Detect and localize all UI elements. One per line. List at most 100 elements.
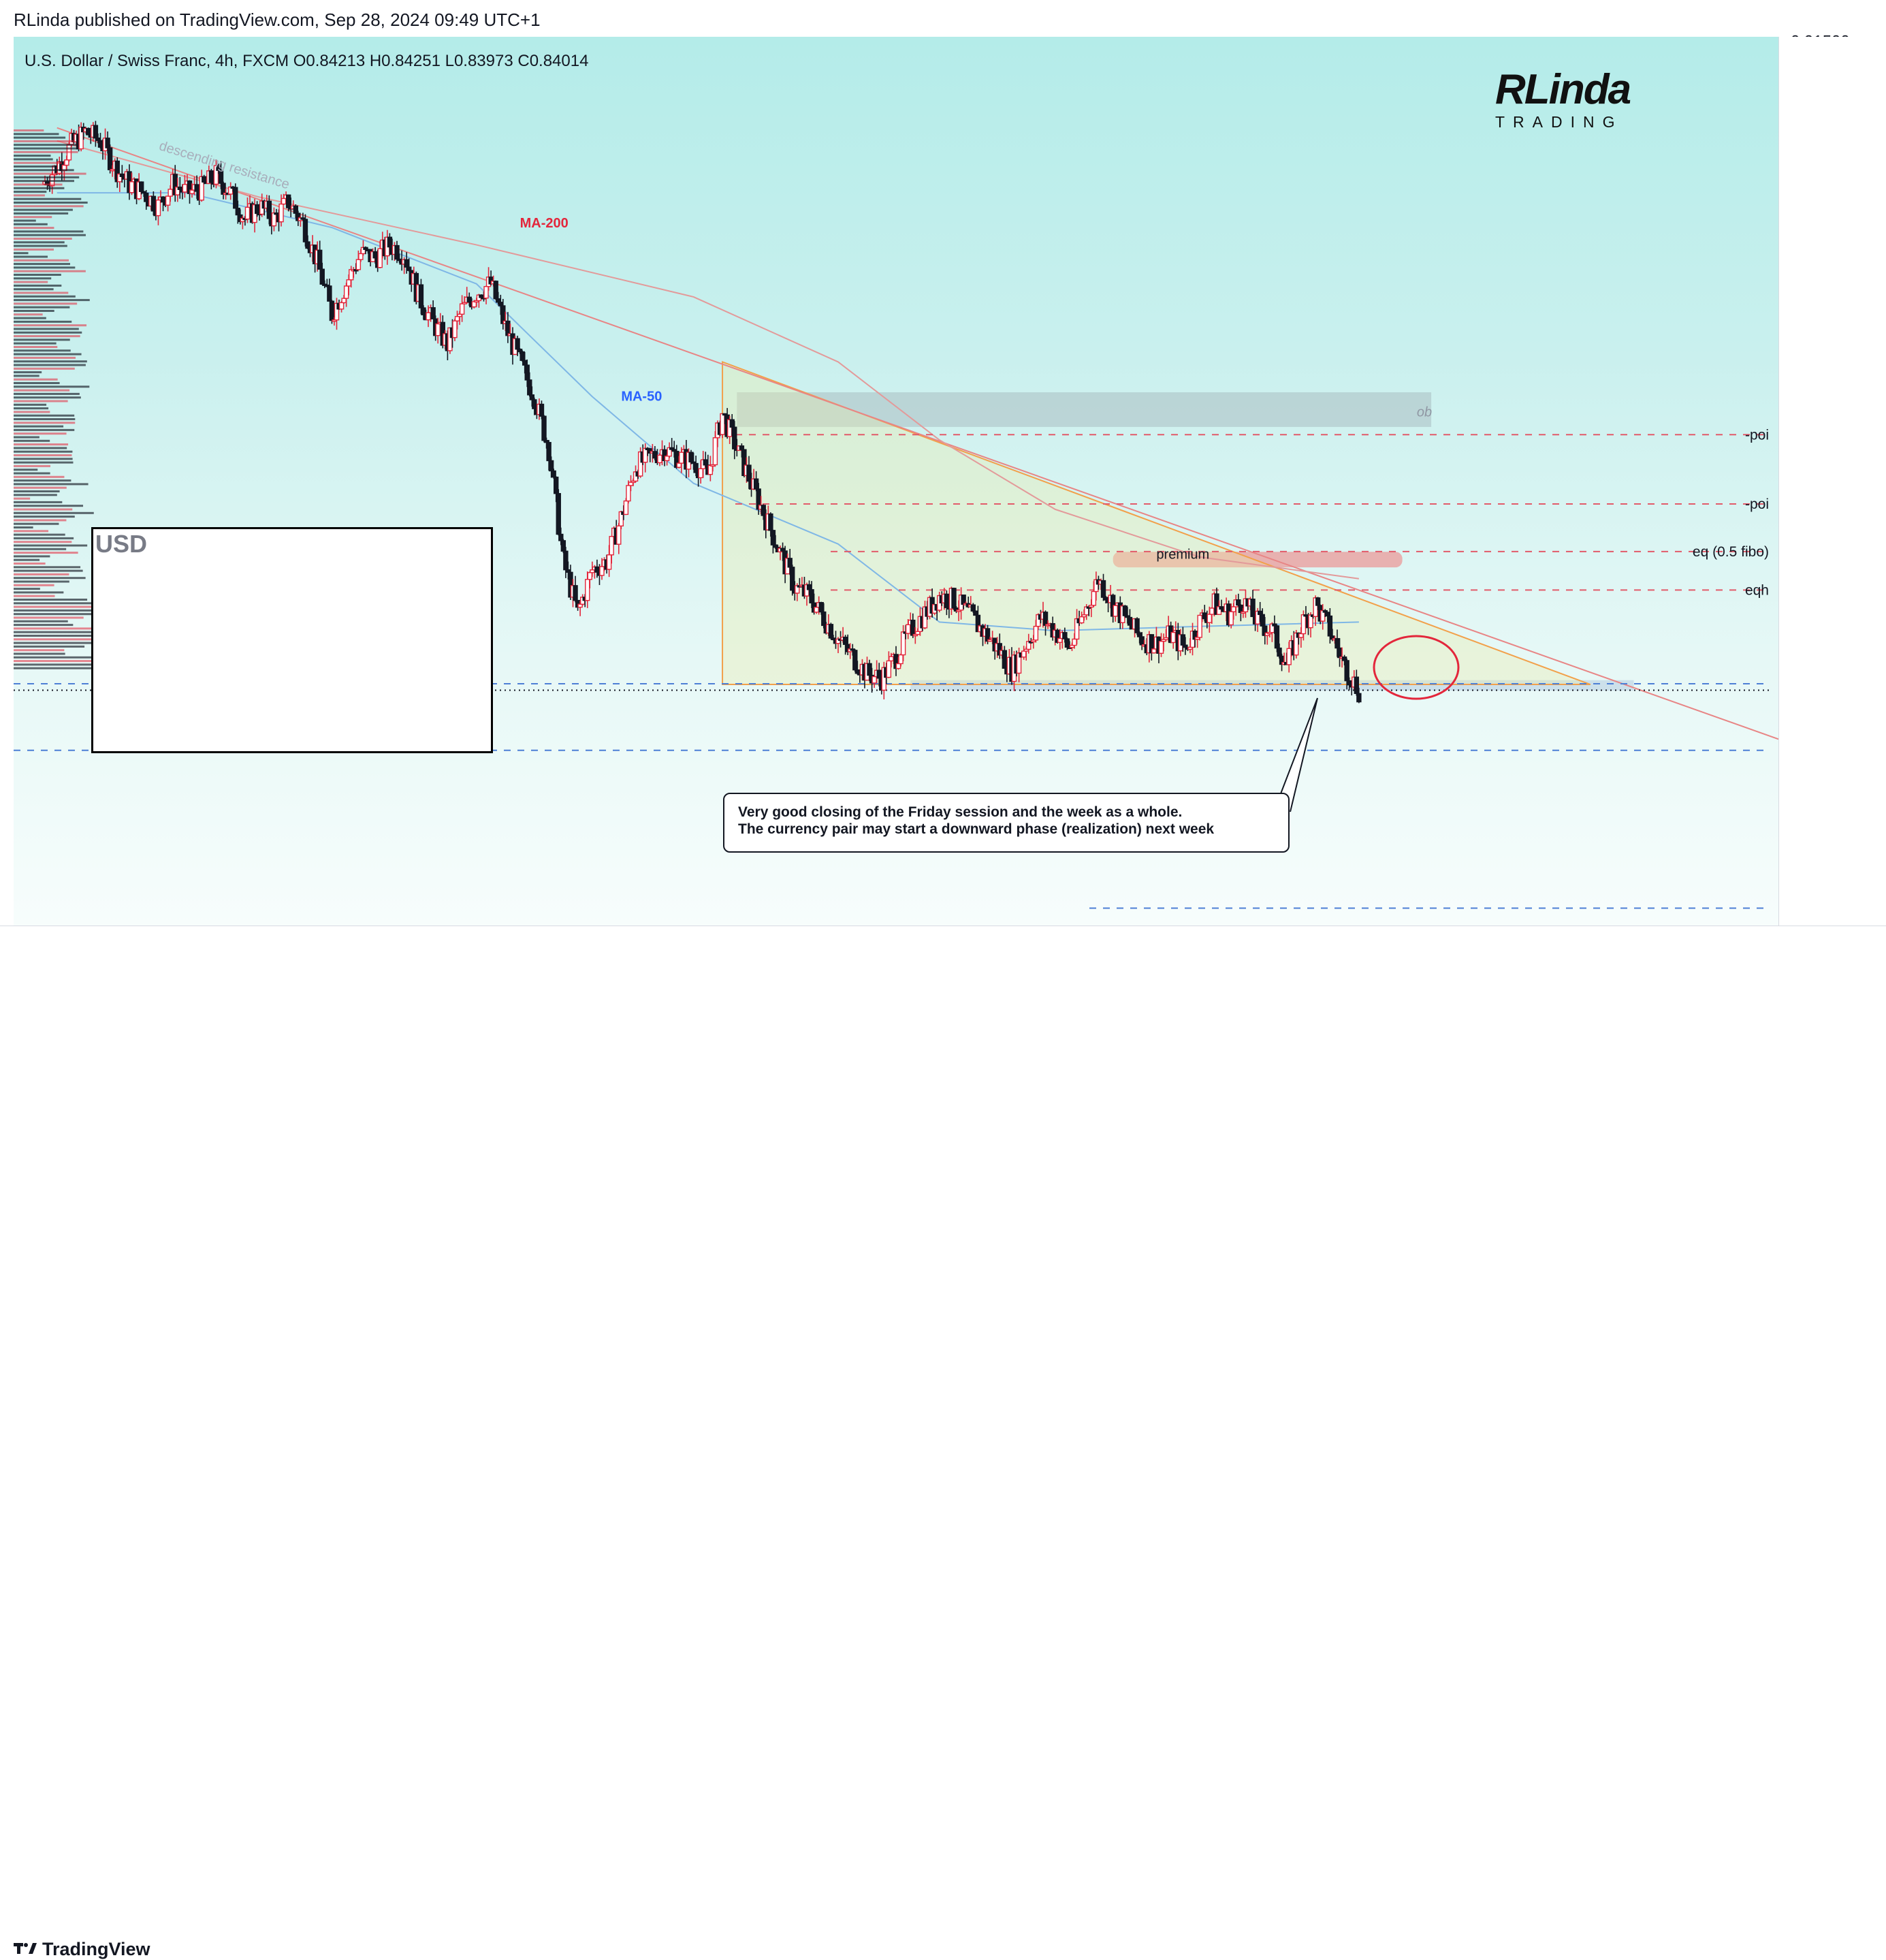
candle-body xyxy=(1064,638,1070,648)
candle-body xyxy=(520,351,525,361)
volume-profile-bar xyxy=(14,403,47,406)
candle-body xyxy=(1180,634,1186,646)
volume-profile-bar xyxy=(14,537,74,539)
candle-body xyxy=(973,610,978,616)
candle-body xyxy=(1231,606,1236,612)
volume-profile-bar xyxy=(14,638,112,641)
tradingview-icon xyxy=(14,1939,37,1960)
candle-body xyxy=(732,426,737,449)
tradingview-label: TradingView xyxy=(42,1939,150,1959)
candle-body xyxy=(189,189,195,194)
candle-body xyxy=(1298,633,1304,638)
volume-profile-bar xyxy=(14,483,89,486)
candle-body xyxy=(1002,650,1008,669)
volume-profile-bar xyxy=(14,317,46,319)
volume-profile-bar xyxy=(14,194,45,197)
candle-body xyxy=(1100,580,1106,598)
candle-body xyxy=(886,660,892,678)
candle-body xyxy=(524,364,530,381)
usd-index-inset xyxy=(91,527,493,753)
volume-profile xyxy=(14,129,118,669)
candle-body xyxy=(167,189,173,197)
candle-body xyxy=(1347,680,1352,686)
volume-profile-bar xyxy=(14,378,58,381)
candle-body xyxy=(435,323,441,336)
candle-body xyxy=(652,451,658,459)
candle-body xyxy=(144,192,149,202)
candle-body xyxy=(806,584,812,590)
candle-body xyxy=(1334,637,1340,649)
candle-body xyxy=(872,676,877,684)
candle-body xyxy=(563,550,569,571)
volume-profile-bar xyxy=(14,306,70,309)
volume-profile-bar xyxy=(14,475,65,478)
candle-body xyxy=(182,184,188,193)
candle-body xyxy=(698,468,703,479)
volume-profile-bar xyxy=(14,223,48,225)
candle-body xyxy=(1341,657,1347,661)
volume-profile-bar xyxy=(14,422,76,424)
volume-profile-bar xyxy=(14,360,87,363)
volume-profile-bar xyxy=(14,479,71,482)
annotation-ma-50: MA-50 xyxy=(621,390,662,405)
volume-profile-bar xyxy=(14,263,70,266)
volume-profile-bar xyxy=(14,577,86,580)
candle-body xyxy=(594,566,600,573)
candle-body xyxy=(1127,616,1133,626)
candle-body xyxy=(712,437,718,466)
volume-profile-bar xyxy=(14,136,66,139)
candle-body xyxy=(1197,614,1202,638)
volume-profile-bar xyxy=(14,234,86,236)
candles xyxy=(42,121,1362,704)
candle-body xyxy=(1300,614,1307,635)
candle-body xyxy=(1277,647,1282,657)
volume-profile-bar xyxy=(14,219,36,222)
candle-body xyxy=(1315,597,1321,606)
candle-body xyxy=(377,248,383,268)
volume-profile-bar xyxy=(14,530,49,533)
candle-body xyxy=(790,567,795,591)
volume-profile-bar xyxy=(14,555,50,558)
candle-body xyxy=(585,579,590,601)
candle-body xyxy=(93,125,99,139)
volume-profile-bar xyxy=(14,519,67,522)
candle-body xyxy=(235,208,241,216)
annotation-ma-200: MA-200 xyxy=(520,216,569,231)
candle-body xyxy=(1209,607,1215,615)
volume-profile-bar xyxy=(14,588,40,590)
volume-profile-bar xyxy=(14,396,81,399)
volume-profile-bar xyxy=(14,595,55,597)
candle-body xyxy=(372,251,378,259)
annotation-premium: premium xyxy=(1156,547,1209,562)
volume-profile-bar xyxy=(14,663,103,666)
candle-body xyxy=(818,602,824,613)
candle-body xyxy=(693,462,699,473)
candle-body xyxy=(546,441,552,462)
volume-profile-bar xyxy=(14,230,84,233)
volume-profile-bar xyxy=(14,385,90,388)
candle-body xyxy=(532,399,537,409)
volume-profile-bar xyxy=(14,584,54,586)
price-axis[interactable] xyxy=(1778,37,1886,926)
candle-body xyxy=(539,403,545,417)
volume-profile-bar xyxy=(14,342,57,345)
volume-profile-bar xyxy=(14,635,103,637)
volume-profile-bar xyxy=(14,447,67,449)
price-chart-area[interactable] xyxy=(14,37,1778,926)
time-axis[interactable] xyxy=(0,926,1886,962)
volume-profile-bar xyxy=(14,548,67,550)
tradingview-logo[interactable]: TradingView xyxy=(14,1939,150,1960)
candle-body xyxy=(541,415,547,441)
volume-profile-bar xyxy=(14,331,82,334)
symbol-ohlc-legend[interactable]: U.S. Dollar / Swiss Franc, 4h, FXCM O0.8… xyxy=(25,52,589,70)
volume-profile-bar xyxy=(14,147,79,150)
volume-profile-bar xyxy=(14,428,75,431)
rlinda-logo-subtitle: TRADING xyxy=(1495,113,1623,131)
volume-profile-bar xyxy=(14,216,52,219)
volume-profile-bar xyxy=(14,407,49,410)
volume-profile-bar xyxy=(14,161,62,164)
volume-profile-bar xyxy=(14,382,60,384)
volume-profile-bar xyxy=(14,566,81,569)
volume-profile-bar xyxy=(14,197,82,200)
